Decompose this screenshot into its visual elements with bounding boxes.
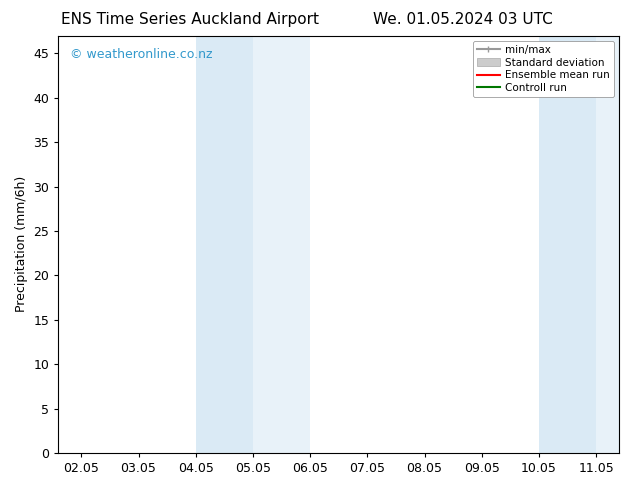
Text: ENS Time Series Auckland Airport: ENS Time Series Auckland Airport <box>61 12 319 27</box>
Y-axis label: Precipitation (mm/6h): Precipitation (mm/6h) <box>15 176 28 313</box>
Bar <box>596 36 619 453</box>
Text: We. 01.05.2024 03 UTC: We. 01.05.2024 03 UTC <box>373 12 553 27</box>
Bar <box>196 36 253 453</box>
Bar <box>539 36 596 453</box>
Text: © weatheronline.co.nz: © weatheronline.co.nz <box>70 48 212 61</box>
Bar <box>253 36 310 453</box>
Legend: min/max, Standard deviation, Ensemble mean run, Controll run: min/max, Standard deviation, Ensemble me… <box>472 41 614 97</box>
